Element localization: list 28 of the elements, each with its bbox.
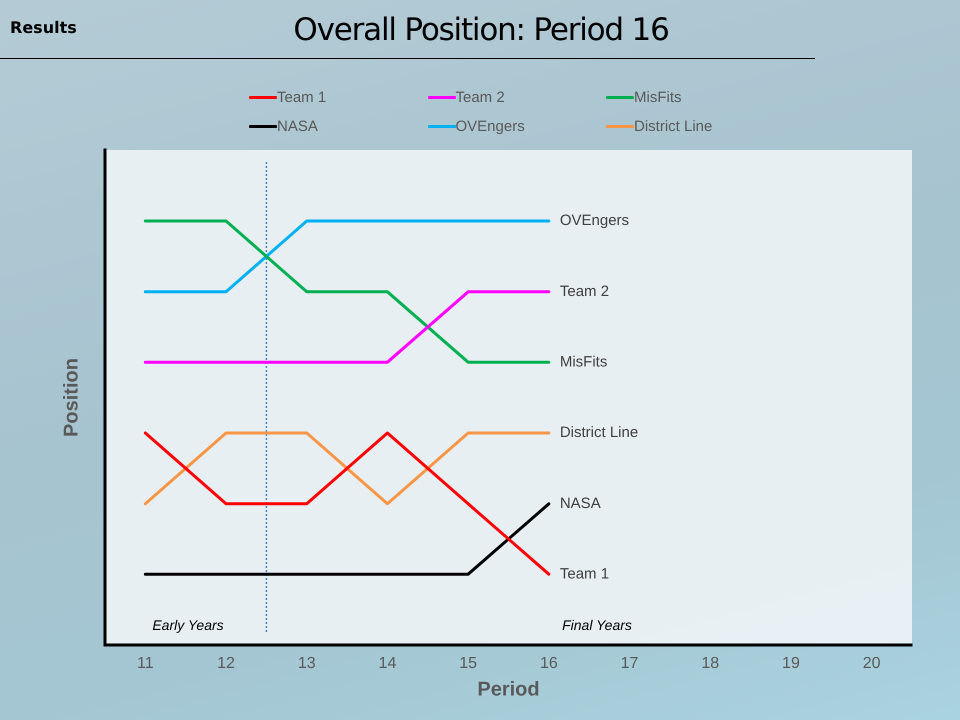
text: District Line bbox=[560, 424, 638, 442]
legend-label: Team 1 bbox=[277, 89, 326, 106]
x-tick-label: 17 bbox=[620, 655, 639, 672]
text: NASA bbox=[560, 494, 601, 512]
x-tick-label: 19 bbox=[782, 655, 800, 672]
text: Team 1 bbox=[560, 565, 610, 582]
annotation: Early Years bbox=[152, 616, 224, 633]
x-axis-title: Period bbox=[477, 678, 540, 701]
legend-label: MisFits bbox=[634, 89, 682, 106]
x-tick-label: 11 bbox=[137, 655, 154, 672]
y-axis-title: Position bbox=[60, 358, 83, 437]
legend-label: Team 2 bbox=[456, 89, 505, 106]
x-tick-label: 15 bbox=[459, 655, 478, 672]
x-tick-label: 16 bbox=[540, 655, 558, 672]
x-tick-label: 14 bbox=[378, 655, 396, 672]
annotation: Final Years bbox=[562, 616, 632, 633]
legend-label: NASA bbox=[277, 118, 318, 135]
text: MisFits bbox=[560, 353, 608, 370]
x-tick-label: 20 bbox=[862, 655, 881, 672]
text: Team 2 bbox=[560, 282, 610, 300]
chart-subtitle: Results bbox=[10, 18, 77, 37]
x-tick-label: 12 bbox=[217, 655, 236, 672]
text: OVEngers bbox=[560, 212, 630, 230]
chart-title: Overall Position: Period 16 bbox=[293, 12, 669, 48]
legend-label: District Line bbox=[634, 118, 712, 135]
x-tick-label: 13 bbox=[298, 655, 316, 672]
x-tick-label: 18 bbox=[701, 655, 720, 672]
legend-label: OVEngers bbox=[456, 118, 525, 135]
